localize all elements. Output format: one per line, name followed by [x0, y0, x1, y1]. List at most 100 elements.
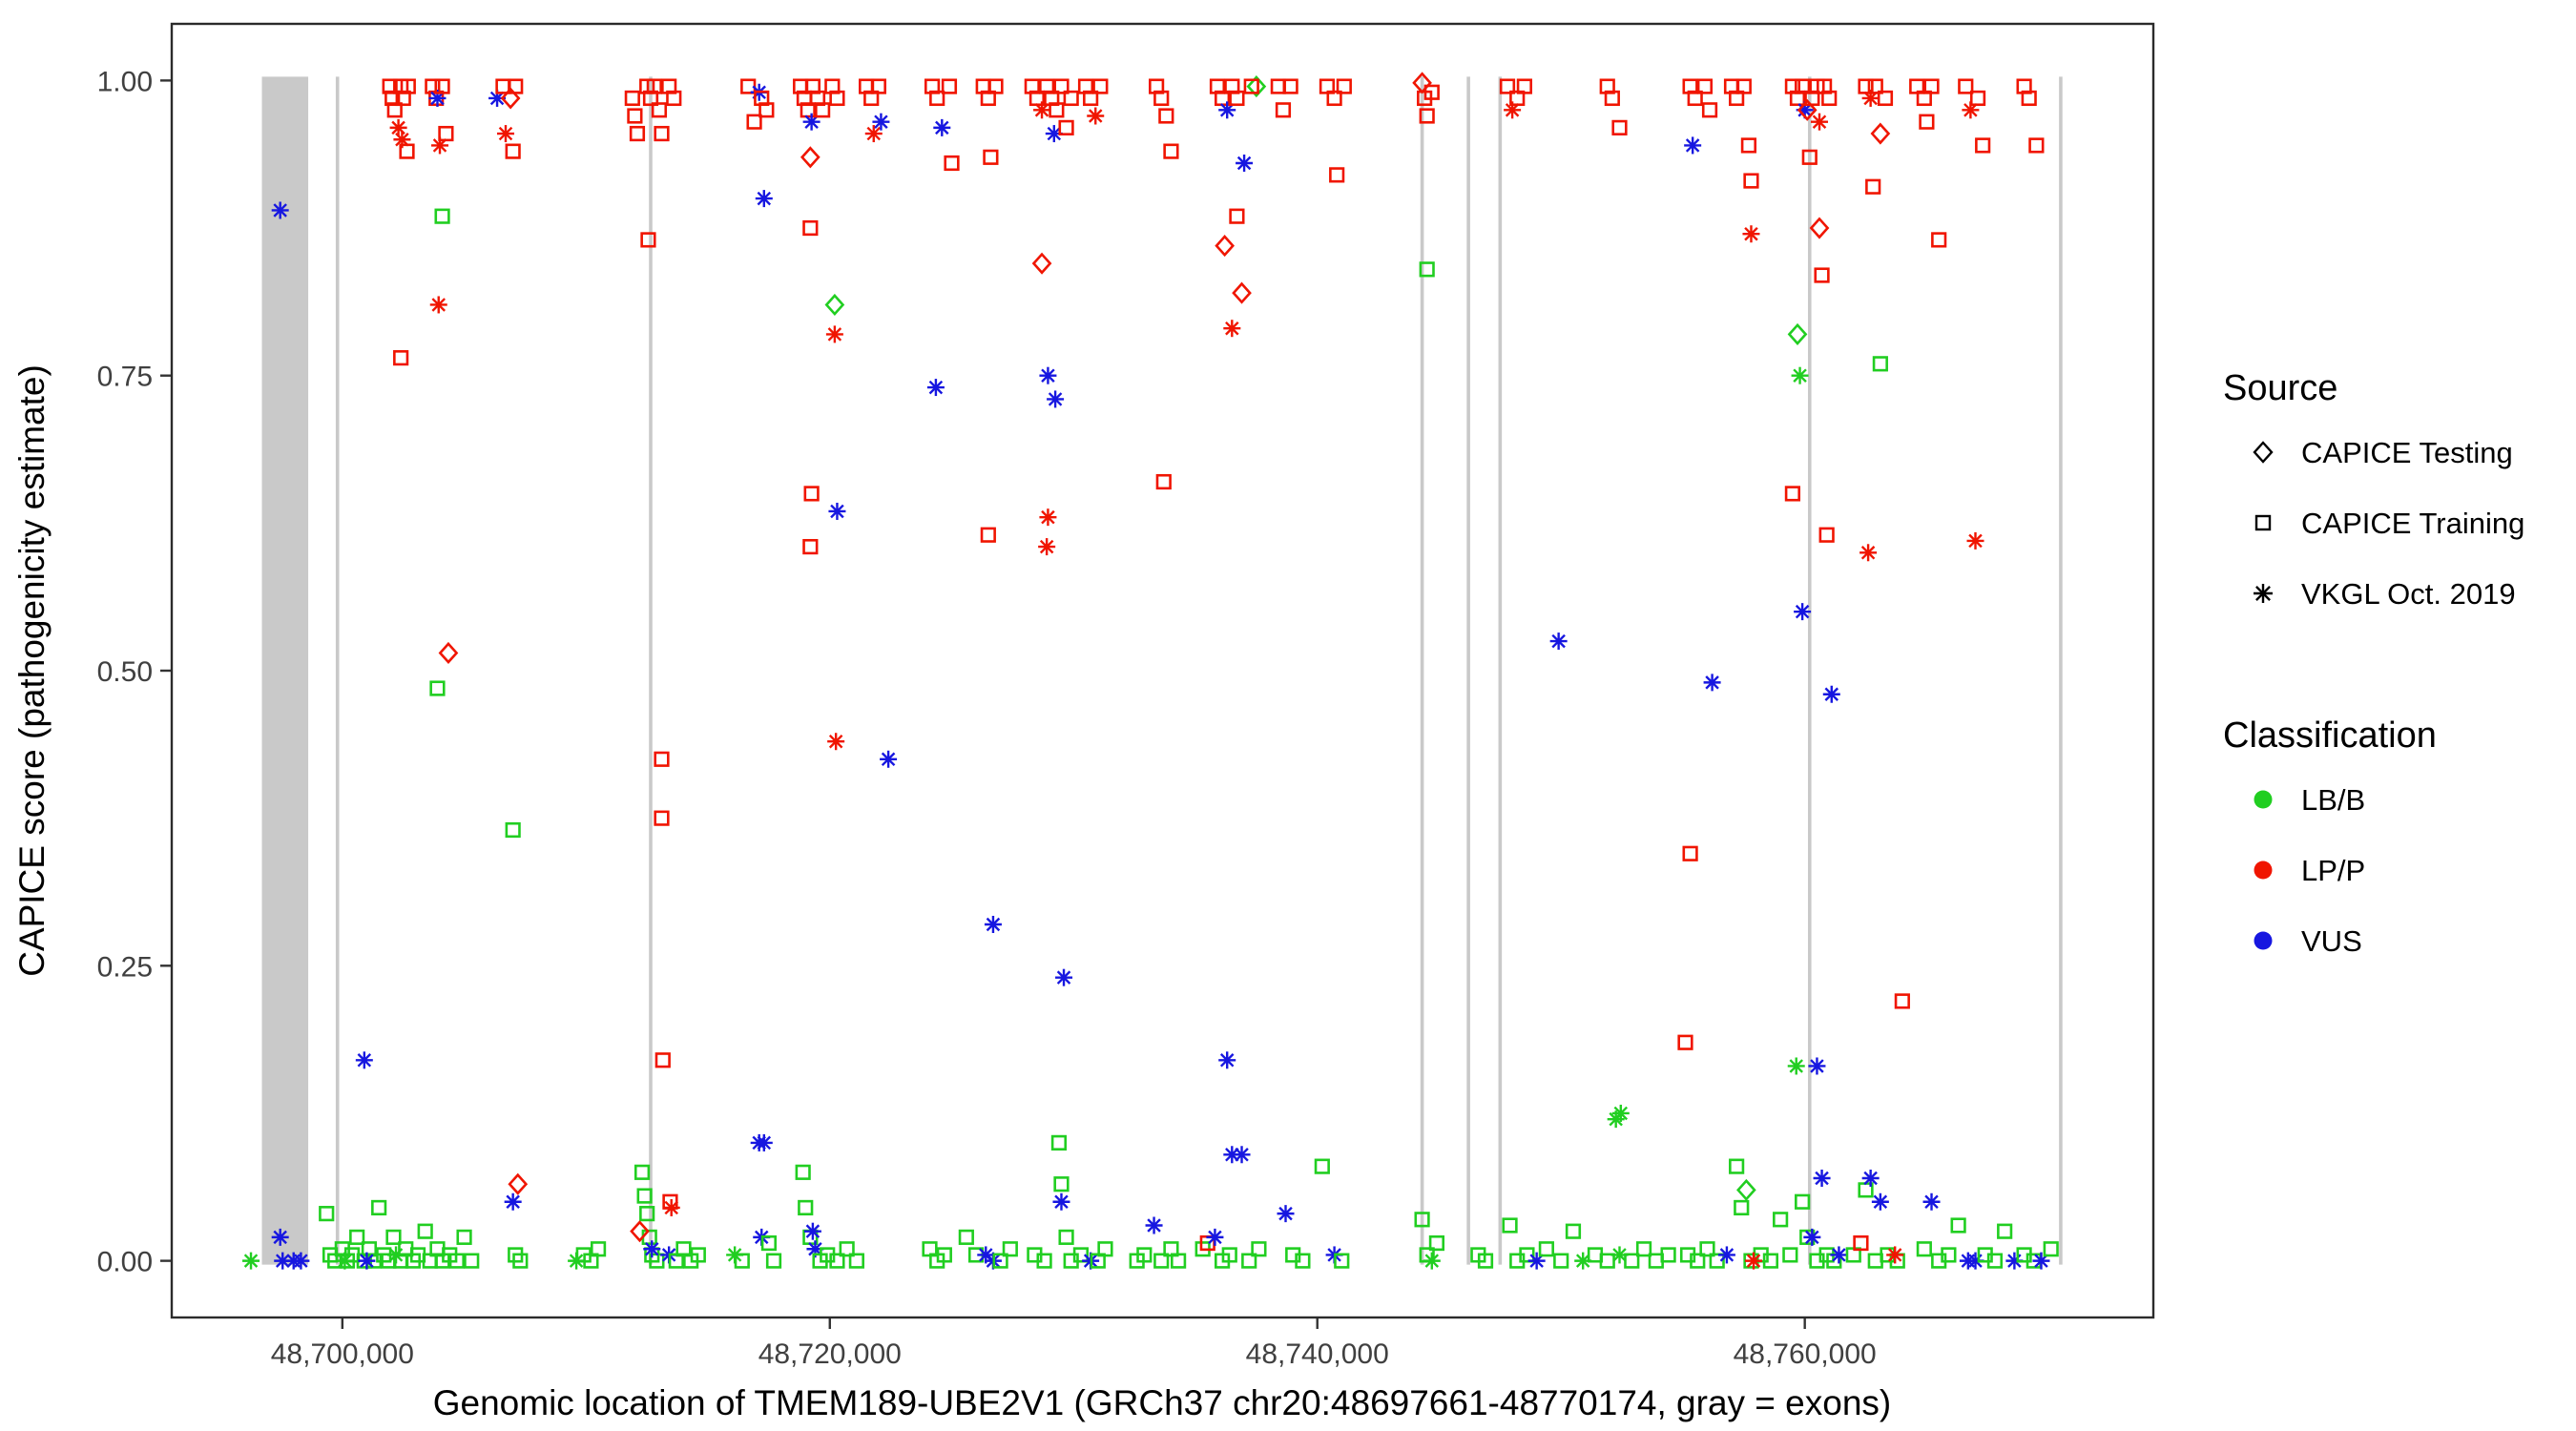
data-point	[1036, 1253, 1052, 1269]
data-point	[1031, 252, 1052, 275]
data-point	[1813, 1170, 1831, 1188]
data-point	[1801, 149, 1818, 165]
data-point	[1423, 84, 1440, 100]
data-point	[1087, 107, 1105, 125]
data-point	[1966, 531, 1984, 550]
x-axis-title: Genomic location of TMEM189-UBE2V1 (GRCh…	[433, 1383, 1892, 1422]
lbb-color-dot-icon	[2254, 790, 2273, 809]
data-point	[1565, 1223, 1582, 1239]
legend-source-item-label: VKGL Oct. 2019	[2301, 577, 2516, 611]
data-point	[1002, 1241, 1018, 1257]
data-point	[1053, 1176, 1070, 1192]
data-point	[624, 90, 640, 107]
data-point	[1218, 101, 1236, 119]
data-point	[1699, 1241, 1715, 1257]
plot-panel-background	[172, 24, 2153, 1317]
data-point	[496, 125, 514, 143]
data-point	[1782, 1247, 1798, 1263]
data-point	[355, 1051, 373, 1069]
data-point	[929, 90, 945, 107]
legend-source-item-label: CAPICE Testing	[2301, 436, 2513, 469]
data-point	[429, 296, 447, 314]
data-point	[319, 1206, 335, 1222]
data-point	[1428, 1234, 1445, 1252]
y-tick-label: 0.75	[97, 362, 153, 393]
data-point	[746, 114, 762, 130]
data-point	[1660, 1247, 1676, 1263]
data-point	[690, 1247, 706, 1263]
data-point	[358, 1252, 376, 1270]
data-point	[1795, 1193, 1811, 1210]
data-point	[1153, 1253, 1170, 1269]
data-point	[590, 1241, 607, 1257]
y-axis-ticks: 0.00 0.25 0.50 0.75 1.00	[97, 66, 172, 1278]
data-point	[1145, 1216, 1163, 1234]
data-point	[941, 78, 958, 94]
data-point	[1735, 78, 1752, 94]
data-point	[1236, 154, 1254, 172]
data-point	[829, 90, 845, 107]
data-point	[1703, 674, 1721, 692]
exon-line	[1498, 76, 1503, 1265]
data-point	[958, 1229, 974, 1245]
data-point	[1919, 114, 1935, 130]
data-point	[1423, 1252, 1441, 1270]
data-point	[803, 486, 820, 502]
data-point	[1604, 90, 1620, 107]
data-point	[643, 1240, 661, 1258]
data-point	[926, 379, 945, 397]
data-point	[271, 1228, 289, 1246]
data-point	[1063, 90, 1079, 107]
data-point	[1803, 1228, 1821, 1246]
data-point	[1822, 685, 1840, 703]
data-point	[1072, 1247, 1090, 1263]
data-point	[504, 1192, 522, 1211]
data-point	[1083, 90, 1099, 107]
data-point	[271, 201, 289, 219]
data-point	[1787, 322, 1808, 345]
data-point	[508, 1247, 524, 1263]
data-point	[1243, 78, 1259, 94]
data-point	[1717, 1246, 1735, 1264]
data-point	[1808, 1057, 1826, 1075]
data-point	[662, 1193, 678, 1210]
data-point	[666, 90, 682, 107]
data-point	[1684, 136, 1702, 155]
data-point	[1229, 90, 1245, 107]
data-point	[828, 502, 846, 520]
data-point	[1830, 1246, 1848, 1264]
data-point	[1922, 1192, 1941, 1211]
data-point	[1611, 119, 1628, 135]
data-point	[1745, 1252, 1763, 1270]
data-point	[400, 78, 416, 94]
data-point	[508, 1172, 529, 1195]
data-point	[1275, 102, 1292, 118]
data-point	[1519, 1247, 1535, 1263]
legend-source-title: Source	[2223, 368, 2337, 408]
data-point	[1246, 75, 1267, 98]
data-point	[2021, 90, 2037, 107]
data-point	[870, 78, 886, 94]
exon-regions	[261, 76, 2063, 1265]
data-point	[654, 1052, 671, 1068]
legend-source-item-label: CAPICE Training	[2301, 507, 2524, 540]
data-point	[500, 87, 521, 110]
data-point	[1155, 473, 1172, 490]
data-point	[1553, 1253, 1569, 1269]
data-point	[434, 208, 450, 224]
data-point	[1701, 102, 1718, 118]
data-point	[980, 527, 996, 543]
data-point	[1743, 173, 1759, 189]
data-point	[1158, 108, 1174, 124]
data-point	[508, 78, 524, 94]
data-point	[242, 1252, 260, 1270]
data-point	[1218, 1051, 1236, 1069]
data-point	[1962, 101, 1980, 119]
data-point	[438, 125, 454, 142]
data-point	[1853, 1234, 1869, 1252]
data-point	[1859, 544, 1878, 562]
data-point	[872, 113, 890, 131]
data-point	[387, 1246, 405, 1264]
data-point	[1677, 1034, 1693, 1050]
x-axis-ticks: 48,700,000 48,720,000 48,740,000 48,760,000	[271, 1317, 1877, 1370]
